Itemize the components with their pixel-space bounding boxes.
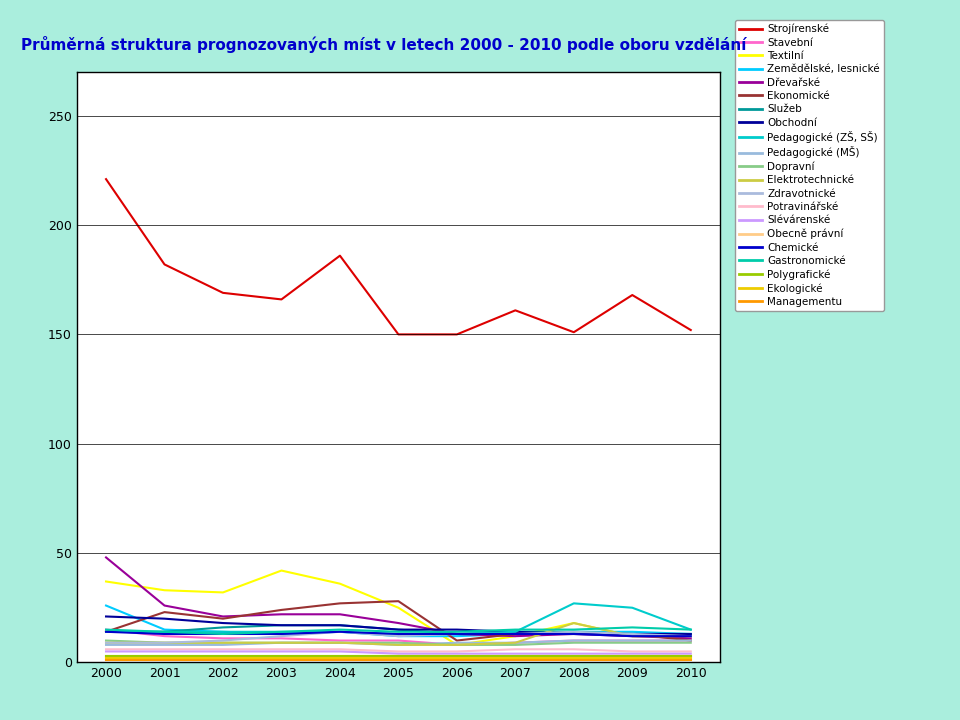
Text: Průměrná struktura prognozovaných míst v letech 2000 - 2010 podle oboru vzdělání: Průměrná struktura prognozovaných míst v… bbox=[21, 36, 747, 53]
Legend: Strojírenské, Stavební, Textilní, Zemědělské, lesnické, Dřevařské, Ekonomické, S: Strojírenské, Stavební, Textilní, Zemědě… bbox=[734, 19, 884, 311]
